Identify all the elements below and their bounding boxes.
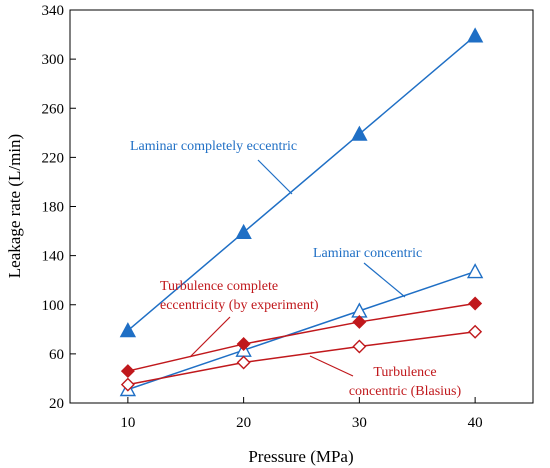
y-tick-label: 140 [42,249,65,265]
y-tick-label: 100 [42,298,65,314]
plot-frame [69,9,534,404]
annotation-label: Laminar completely eccentric [130,139,297,154]
series-line [127,270,476,391]
x-tick-label: 10 [120,415,135,431]
data-point [351,125,368,141]
leader-line [257,159,293,195]
annotation-label: eccentricity (by experiment) [160,298,319,313]
series-layer [119,27,484,397]
y-tick-label: 180 [42,200,65,216]
data-point [351,302,368,318]
data-point [352,339,367,354]
data-point [235,223,252,239]
y-tick-label: 60 [49,347,64,363]
x-tick-label: 30 [352,415,367,431]
data-point [120,377,135,392]
annotation-label: Turbulence [373,365,436,380]
data-point [468,296,483,311]
annotation-leaders [189,159,406,377]
data-point [119,322,137,338]
leader-line [189,316,231,358]
y-tick-label: 20 [49,396,64,412]
series-line [127,331,476,386]
leader-line [309,355,354,377]
data-point [120,364,135,379]
y-axis-label: Leakage rate (L/min) [5,134,24,278]
y-tick-label: 340 [42,3,65,19]
x-axis-label: Pressure (MPa) [248,447,353,466]
y-tick-label: 260 [42,101,65,117]
data-point [236,355,251,370]
axis-ticks: 20 60 100 140 180 220 260 300 340 10 20 30 40 [42,3,483,431]
data-point [468,324,483,339]
annotations: Laminar completely eccentric Laminar conc… [130,139,462,399]
series-line [127,35,476,332]
leader-line [363,262,406,298]
x-tick-label: 40 [468,415,483,431]
annotation-label: Turbulence complete [160,279,278,294]
y-tick-label: 300 [42,52,65,68]
annotation-label: concentric (Blasius) [349,384,462,399]
data-point [352,314,367,329]
x-tick-label: 20 [236,415,251,431]
series-line [127,302,476,372]
data-point [466,27,484,43]
data-point [466,263,484,279]
data-point [236,337,251,352]
y-tick-label: 220 [42,150,65,166]
annotation-label: Laminar concentric [313,246,422,261]
